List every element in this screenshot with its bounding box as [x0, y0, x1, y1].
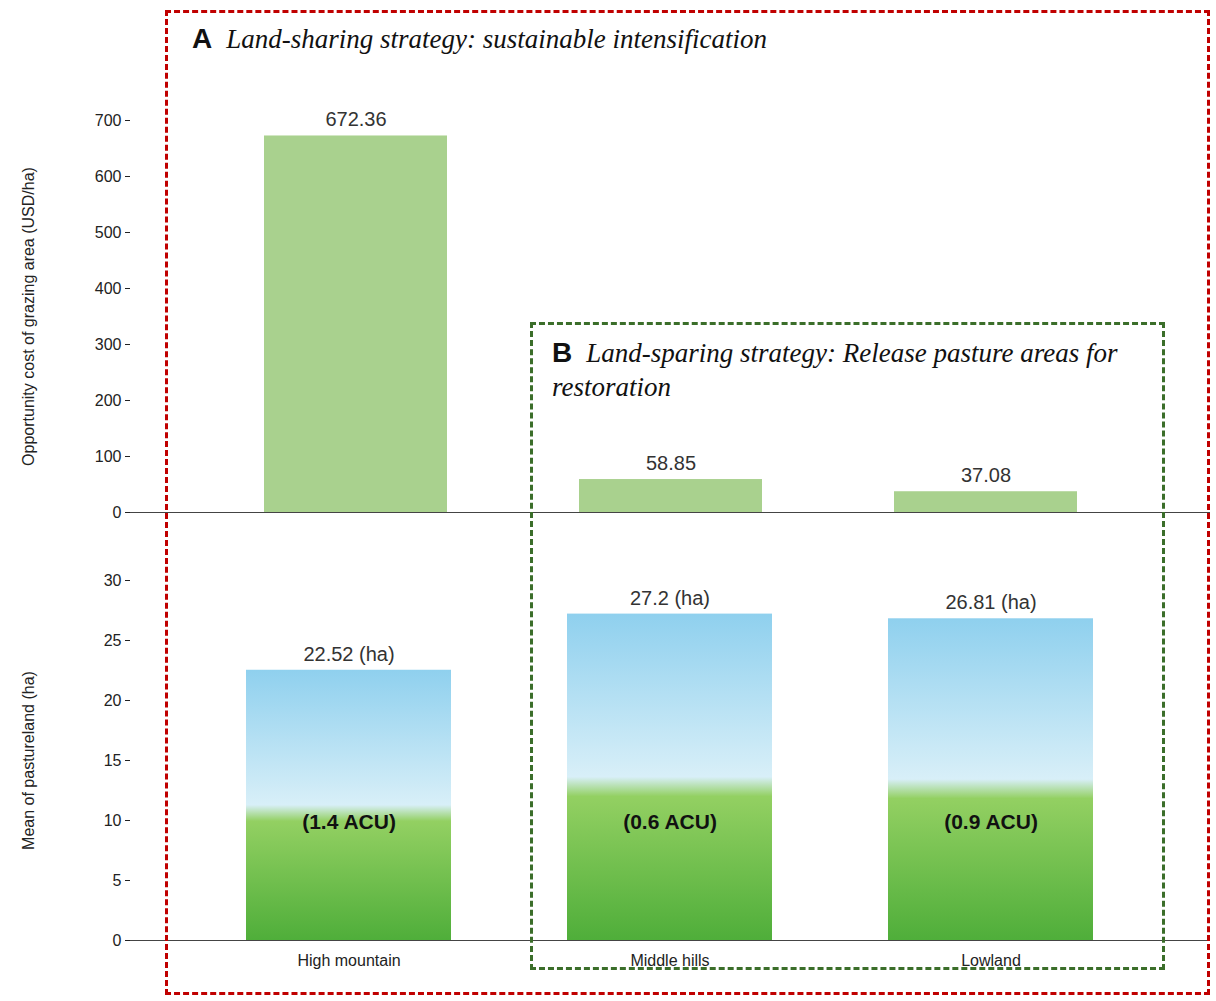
html-text:A: A — [192, 23, 213, 54]
html-text:B: B — [552, 337, 573, 368]
svg-text:200: 200 — [95, 392, 122, 409]
svg-text:10: 10 — [104, 812, 122, 829]
svg-text:100: 100 — [95, 448, 122, 465]
svg-text:Lowland: Lowland — [961, 952, 1021, 969]
svg-text:(1.4 ACU): (1.4 ACU) — [302, 810, 396, 833]
svg-text:High mountain: High mountain — [297, 952, 400, 969]
svg-text:27.2 (ha): 27.2 (ha) — [630, 587, 710, 609]
html-text:Land-sharing strategy: sustain: Land-sharing strategy: sustainable inten… — [226, 24, 767, 54]
svg-text:400: 400 — [95, 280, 122, 297]
svg-text:15: 15 — [104, 752, 122, 769]
svg-text:37.08: 37.08 — [961, 464, 1011, 486]
svg-text:(0.9 ACU): (0.9 ACU) — [944, 810, 1038, 833]
svg-text:Mean of pastureland (ha): Mean of pastureland (ha) — [20, 671, 37, 850]
svg-text:22.52 (ha): 22.52 (ha) — [303, 643, 394, 665]
svg-text:672.36: 672.36 — [325, 108, 386, 130]
svg-text:0: 0 — [113, 504, 122, 521]
svg-text:Opportunity cost of grazing ar: Opportunity cost of grazing area (USD/ha… — [20, 167, 37, 466]
svg-text:25: 25 — [104, 632, 122, 649]
svg-text:(0.6 ACU): (0.6 ACU) — [623, 810, 717, 833]
svg-text:Middle hills: Middle hills — [630, 952, 709, 969]
svg-text:30: 30 — [104, 572, 122, 589]
svg-text:300: 300 — [95, 336, 122, 353]
html-text:Land-sparing strategy: Release: Land-sparing strategy: Release pasture a… — [552, 338, 1118, 402]
svg-text:500: 500 — [95, 224, 122, 241]
svg-text:5: 5 — [113, 872, 122, 889]
svg-text:700: 700 — [95, 112, 122, 129]
svg-text:20: 20 — [104, 692, 122, 709]
svg-text:0: 0 — [113, 932, 122, 949]
svg-text:600: 600 — [95, 168, 122, 185]
svg-text:58.85: 58.85 — [646, 452, 696, 474]
svg-text:26.81 (ha): 26.81 (ha) — [945, 591, 1036, 613]
